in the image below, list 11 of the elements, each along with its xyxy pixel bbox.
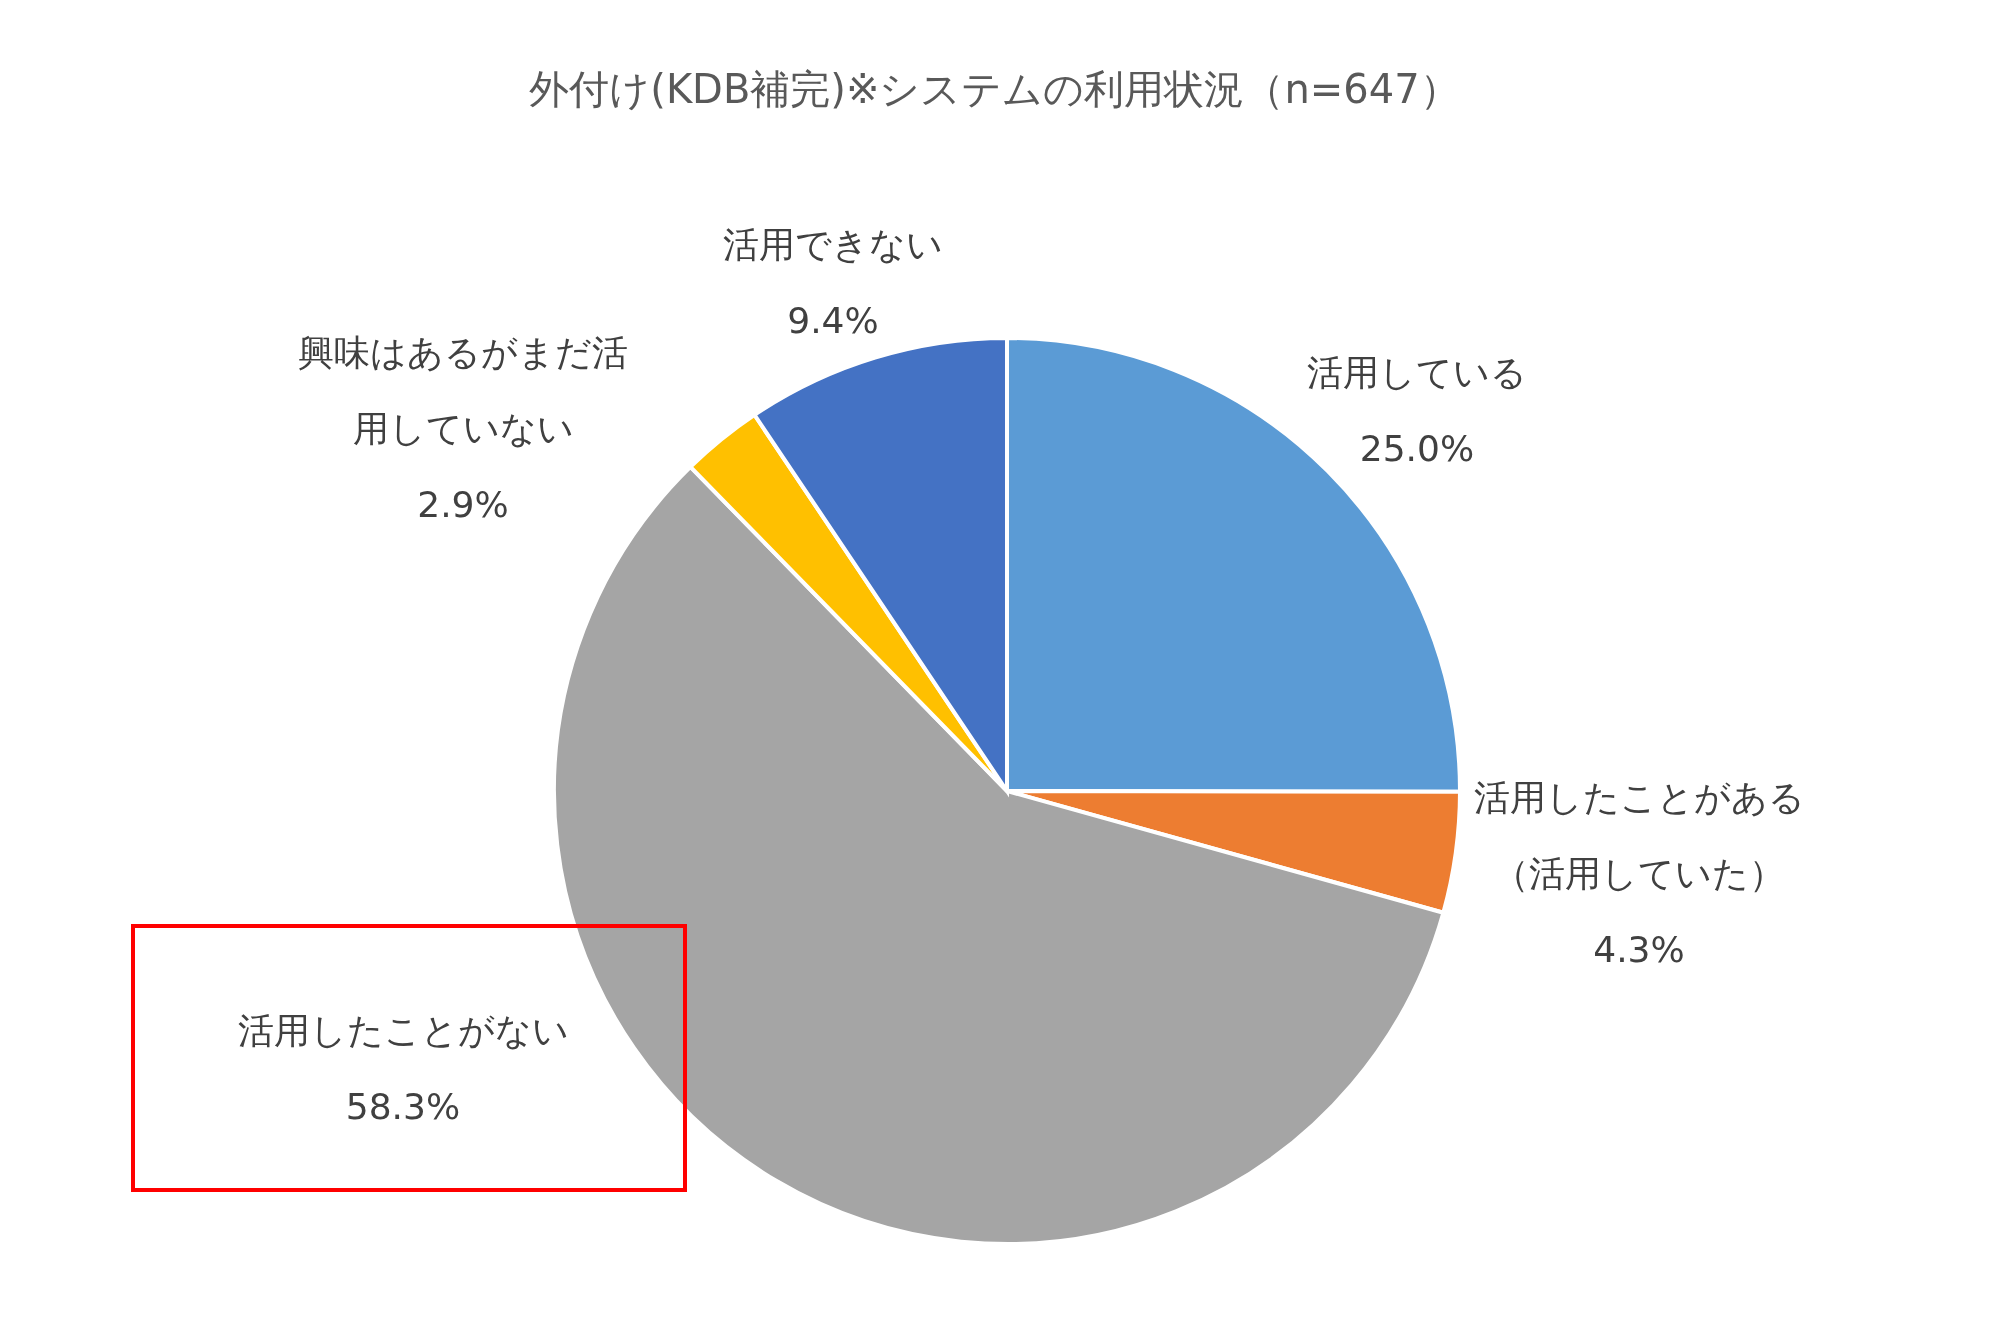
- slice-label: 活用したことがない: [237, 1009, 569, 1051]
- slice-label: 興味はあるがまだ活用していない: [298, 331, 628, 449]
- slice-label: 活用している: [1307, 351, 1527, 393]
- chart-title: 外付け(KDB補完)※システムの利用状況（n=647）: [528, 65, 1461, 114]
- data-label: 9.4%: [787, 299, 879, 341]
- data-label: 2.9%: [417, 483, 509, 525]
- data-label: 4.3%: [1593, 928, 1685, 970]
- data-label: 25.0%: [1359, 427, 1475, 469]
- data-label: 58.3%: [345, 1085, 461, 1127]
- slice-label: 活用したことがある（活用していた）: [1473, 776, 1805, 894]
- slice-label: 活用できない: [723, 223, 943, 265]
